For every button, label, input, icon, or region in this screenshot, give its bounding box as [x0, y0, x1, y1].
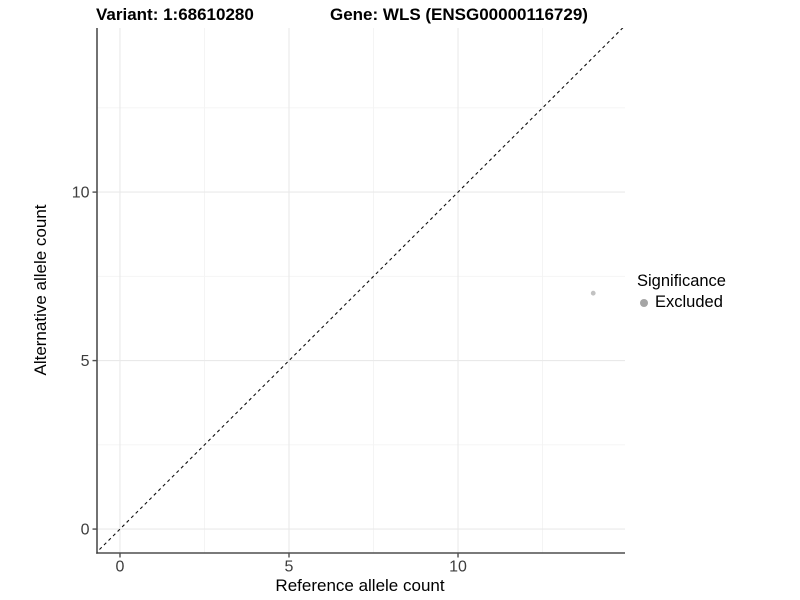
x-tick-label: 0 — [116, 559, 125, 576]
y-axis-label: Alternative allele count — [31, 204, 50, 376]
x-axis-label: Reference allele count — [275, 576, 445, 595]
y-tick-label: 0 — [81, 522, 90, 539]
y-tick-label: 5 — [81, 353, 90, 370]
legend-title: Significance — [637, 272, 726, 290]
plot-title-variant: Variant: 1:68610280 — [96, 5, 254, 24]
identity-line — [97, 28, 624, 553]
x-tick-label: 5 — [285, 559, 294, 576]
legend-entry-label: Excluded — [655, 293, 723, 311]
data-point — [590, 290, 596, 296]
legend-entry-excluded: Excluded — [634, 293, 726, 312]
y-tick-label: 10 — [72, 185, 90, 202]
x-tick-label: 10 — [449, 559, 467, 576]
legend: Significance Excluded — [634, 272, 726, 312]
plot-title-gene: Gene: WLS (ENSG00000116729) — [330, 5, 588, 24]
legend-point-icon — [640, 298, 648, 307]
